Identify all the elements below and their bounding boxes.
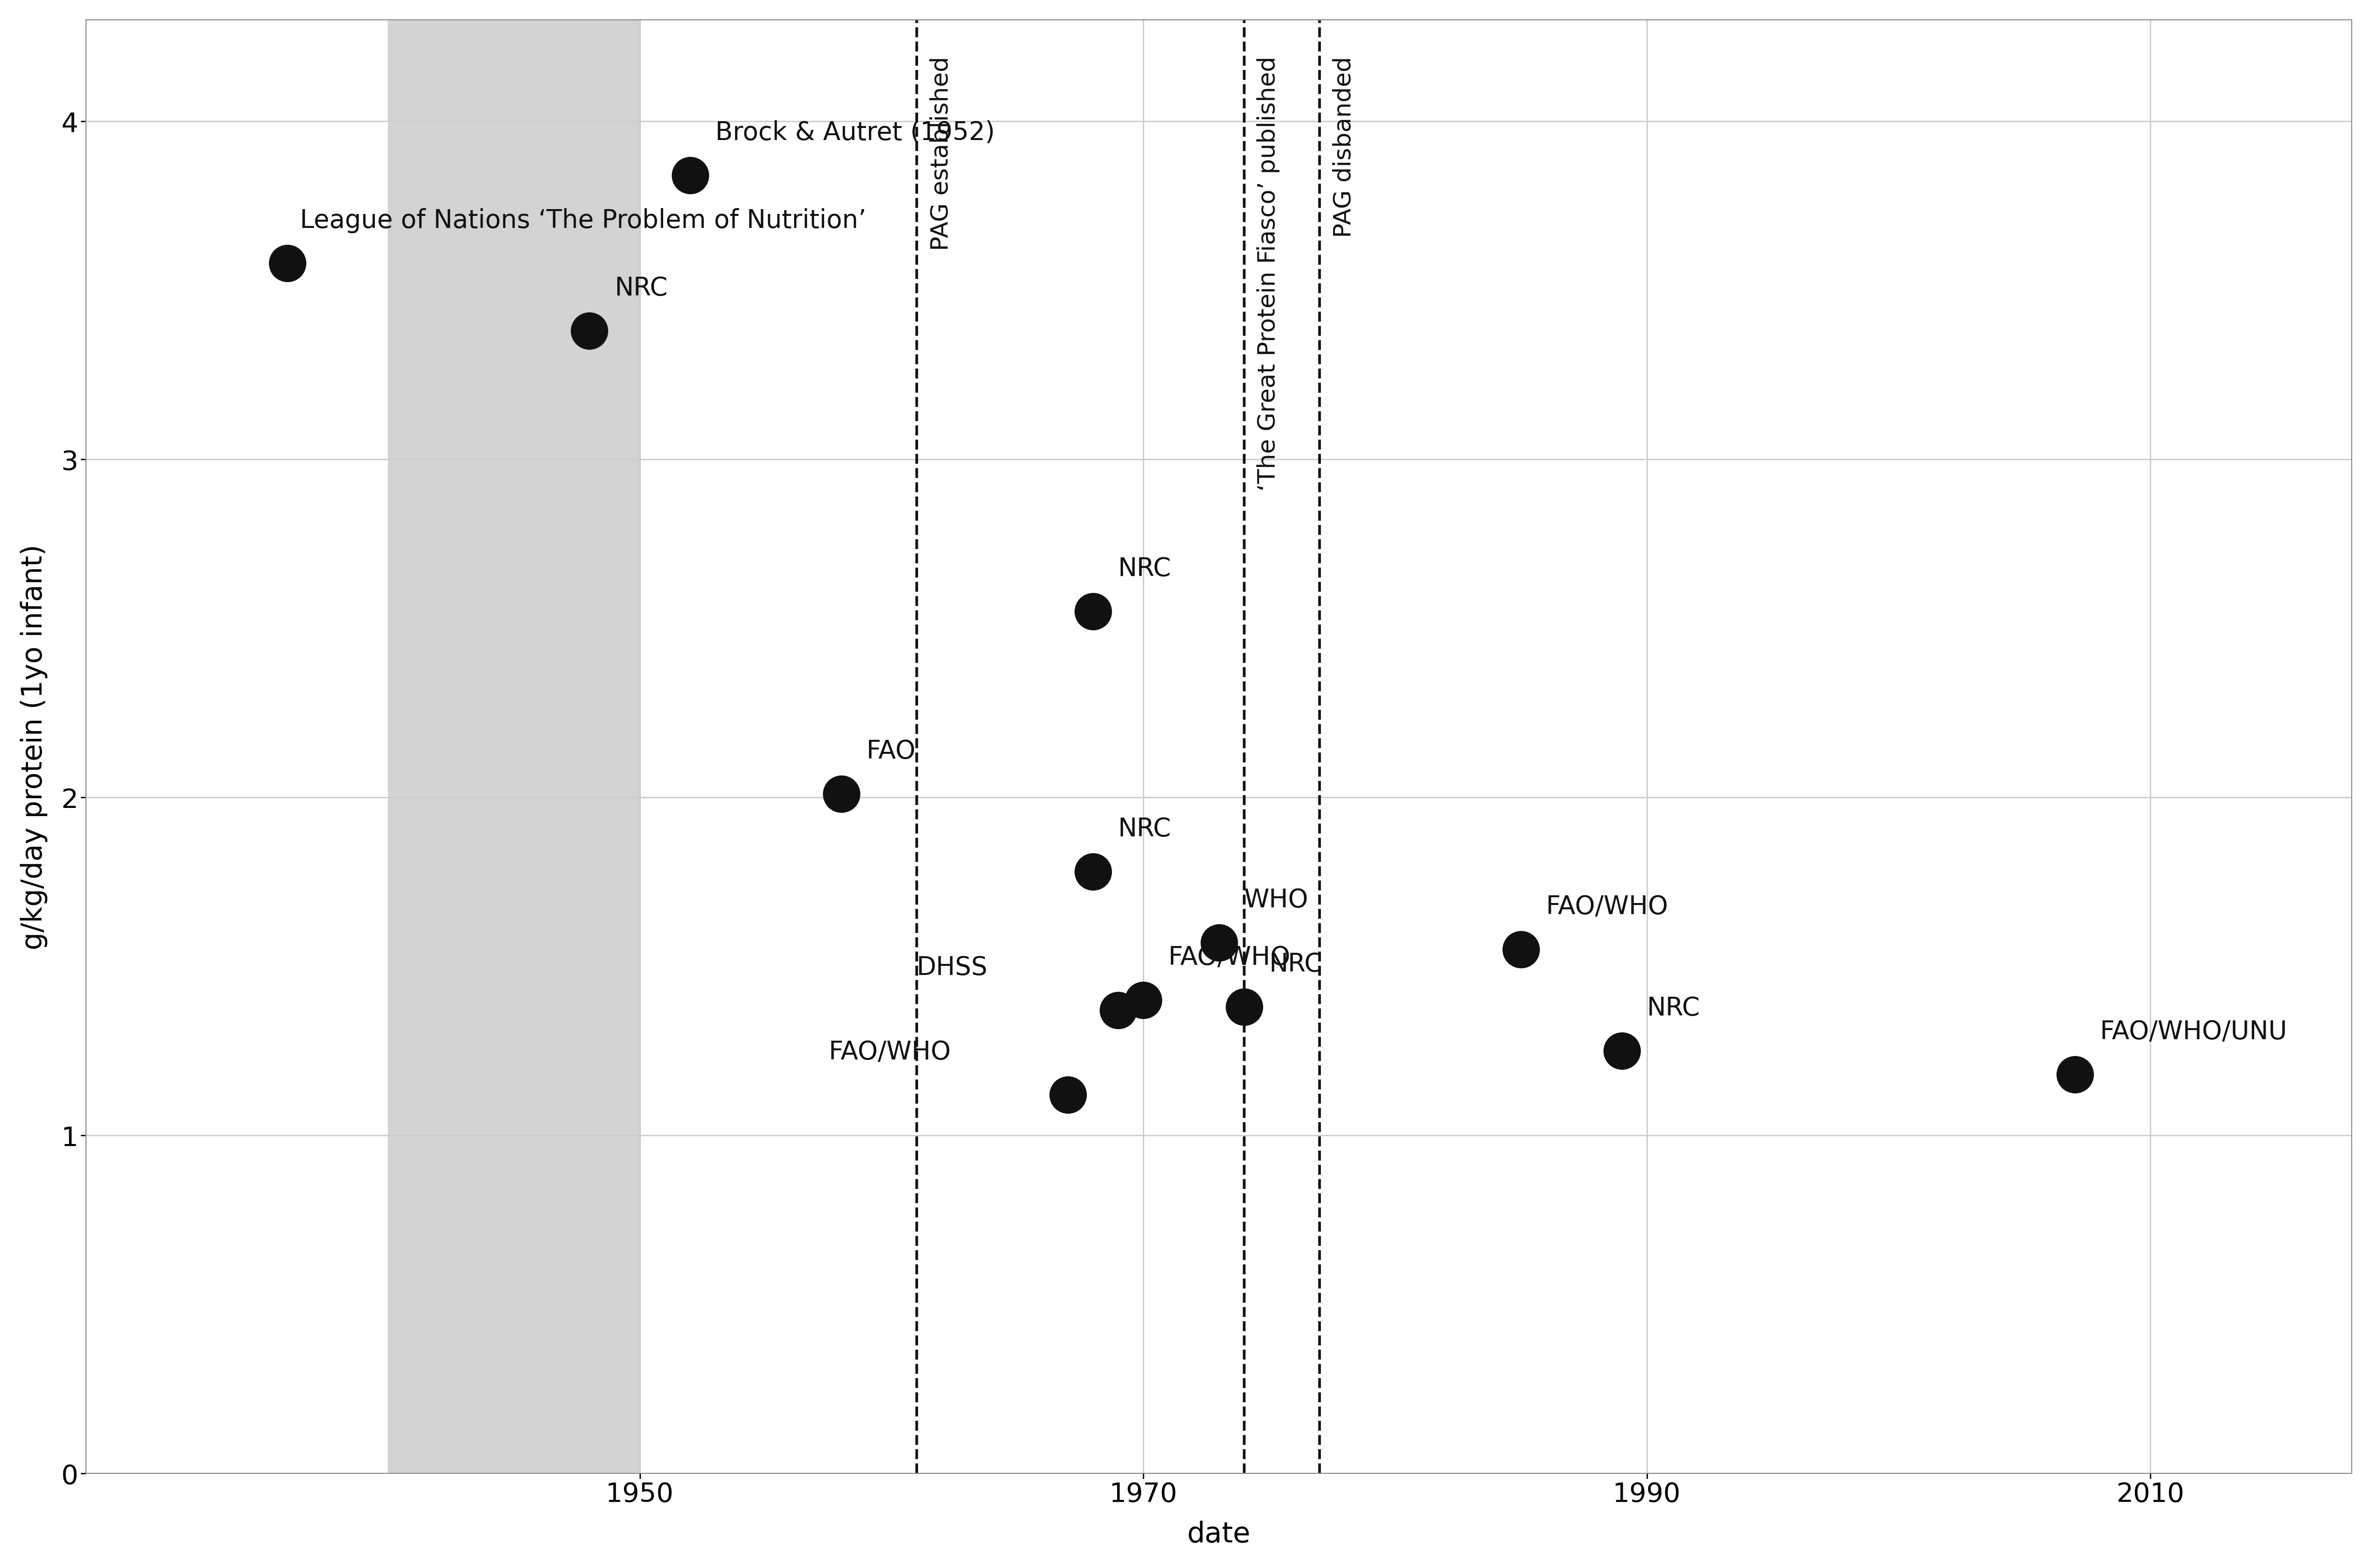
Text: DHSS: DHSS — [916, 955, 987, 980]
Point — [1048, 1082, 1086, 1107]
Text: PAG established: PAG established — [930, 56, 954, 251]
Text: WHO: WHO — [1243, 887, 1309, 913]
Text: NRC: NRC — [1269, 952, 1324, 977]
Text: FAO: FAO — [866, 739, 916, 764]
Text: NRC: NRC — [1646, 996, 1701, 1021]
Point — [1224, 994, 1262, 1019]
Y-axis label: g/kg/day protein (1yo infant): g/kg/day protein (1yo infant) — [19, 544, 47, 949]
X-axis label: date: date — [1186, 1521, 1250, 1548]
Text: FAO/WHO/UNU: FAO/WHO/UNU — [2099, 1019, 2287, 1044]
Point — [1501, 936, 1539, 961]
Text: FAO/WHO: FAO/WHO — [828, 1040, 951, 1065]
Point — [1200, 930, 1238, 955]
Text: ‘The Great Protein Fiasco’ published: ‘The Great Protein Fiasco’ published — [1257, 56, 1281, 491]
Text: Brock & Autret (1952): Brock & Autret (1952) — [716, 121, 994, 146]
Text: FAO/WHO: FAO/WHO — [1169, 944, 1290, 969]
Point — [1124, 988, 1162, 1013]
Point — [671, 163, 709, 188]
Point — [2057, 1062, 2094, 1087]
Text: NRC: NRC — [614, 276, 669, 301]
Point — [1098, 997, 1136, 1022]
Text: NRC: NRC — [1117, 557, 1172, 582]
Text: PAG disbanded: PAG disbanded — [1333, 56, 1354, 237]
Point — [268, 251, 306, 276]
Point — [823, 781, 861, 806]
Point — [1075, 599, 1112, 624]
Point — [1603, 1038, 1641, 1063]
Text: FAO/WHO: FAO/WHO — [1547, 894, 1668, 919]
Text: League of Nations ‘The Problem of Nutrition’: League of Nations ‘The Problem of Nutrit… — [299, 209, 866, 234]
Text: NRC: NRC — [1117, 817, 1172, 842]
Point — [569, 318, 607, 343]
Bar — [389, 20, 640, 1474]
Point — [1075, 859, 1112, 884]
